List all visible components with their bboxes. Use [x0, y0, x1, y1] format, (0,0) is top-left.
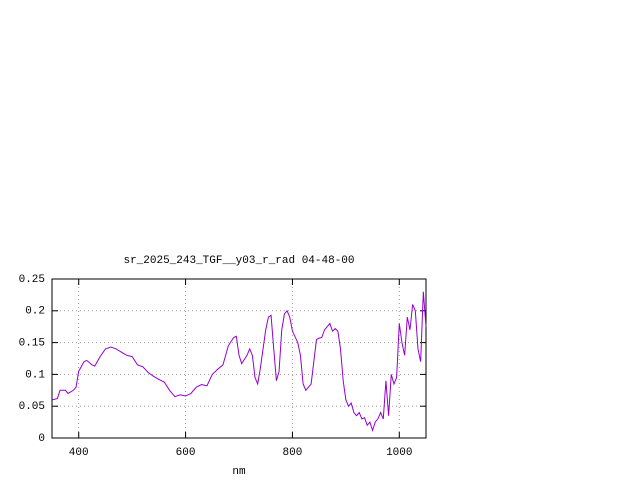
y-tick-label: 0.1 [25, 369, 45, 381]
x-tick-label: 400 [69, 447, 89, 459]
x-axis-label: nm [232, 466, 246, 478]
y-tick-label: 0.2 [25, 306, 45, 318]
y-tick-label: 0 [38, 433, 45, 445]
chart-title: sr_2025_243_TGF__y03_r_rad 04-48-00 [123, 255, 354, 267]
plot-border [51, 278, 427, 439]
x-tick-label: 800 [283, 447, 303, 459]
y-tick-label: 0.25 [19, 274, 45, 286]
y-tick-label: 0.15 [19, 338, 45, 350]
data-line [51, 291, 427, 432]
y-tick-label: 0.05 [19, 401, 45, 413]
x-tick-label: 600 [176, 447, 196, 459]
x-tick-label: 1000 [386, 447, 412, 459]
